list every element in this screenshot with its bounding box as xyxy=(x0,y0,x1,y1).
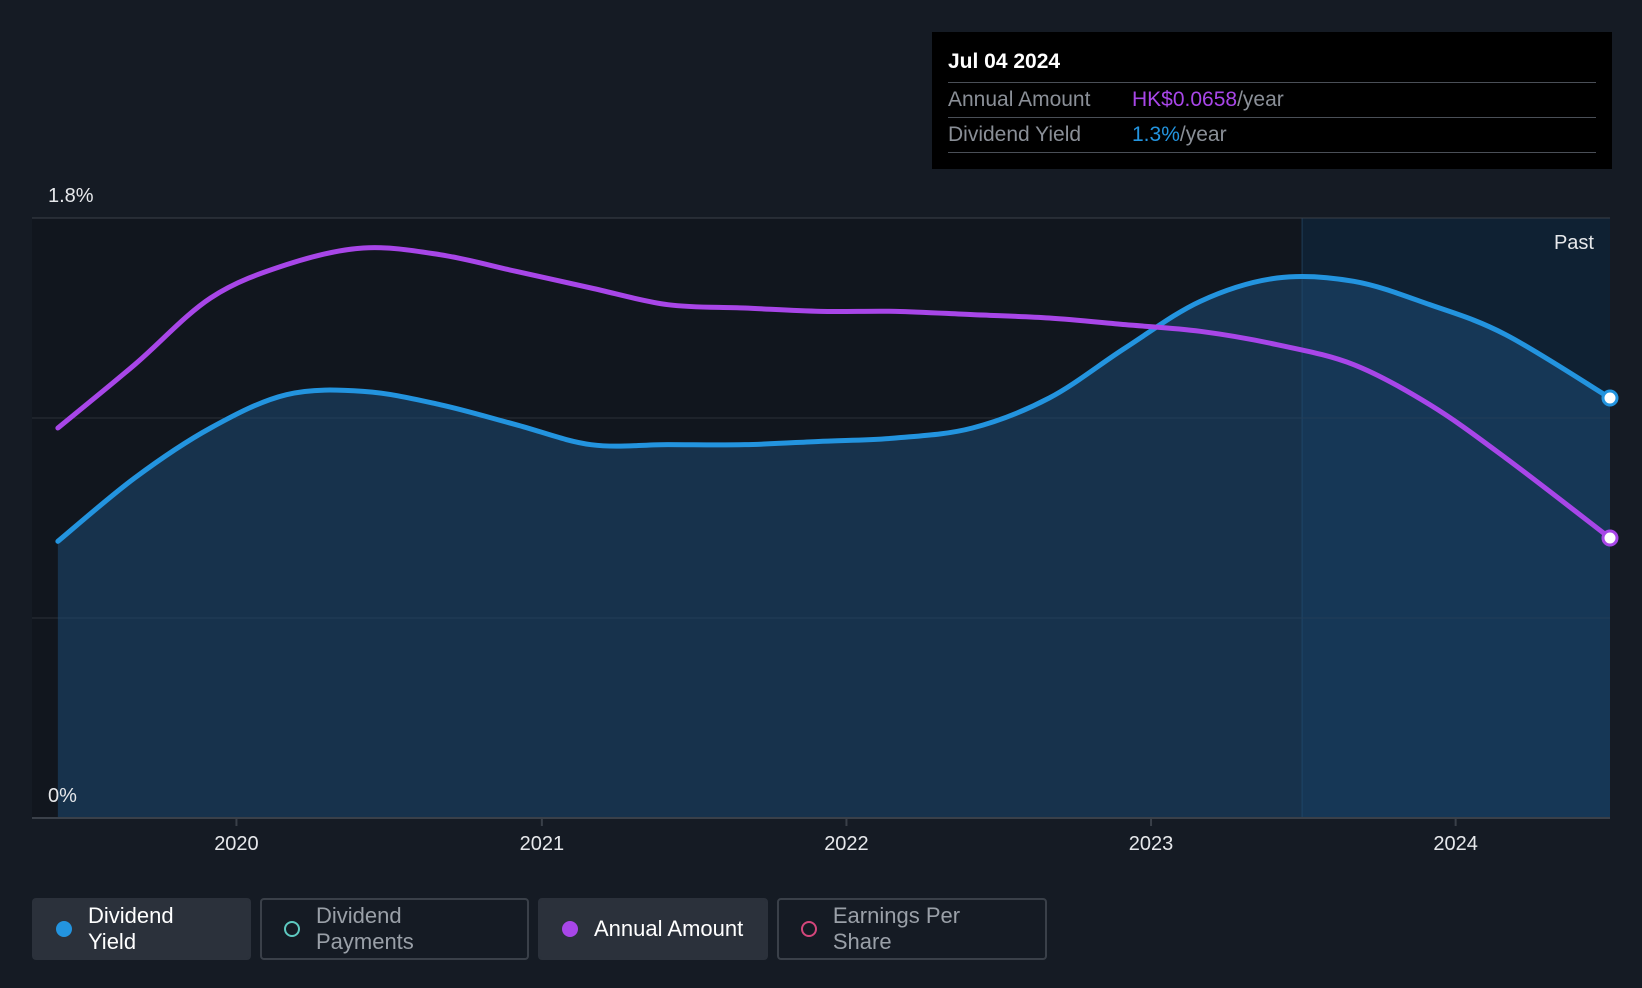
chart-tooltip: Jul 04 2024 Annual Amount HK$0.0658 /yea… xyxy=(932,32,1612,169)
legend-label: Dividend Yield xyxy=(87,903,174,954)
legend-dividend-payments-button[interactable]: Dividend Payments xyxy=(260,898,529,960)
dividend-yield-end-point xyxy=(1601,389,1619,407)
tooltip-value: 1.3% xyxy=(1132,123,1180,146)
legend-label: Earnings Per Share xyxy=(832,903,961,954)
x-tick-label: 2020 xyxy=(214,833,259,855)
tooltip-row-annual-amount: Annual Amount HK$0.0658 /year xyxy=(948,82,1596,117)
dividend-yield-area xyxy=(57,276,1610,819)
x-tick-label: 2022 xyxy=(824,833,869,855)
legend-dividend-yield-button[interactable]: Dividend Yield xyxy=(32,898,251,960)
tooltip-date: Jul 04 2024 xyxy=(948,50,1061,73)
past-label: Past xyxy=(1554,232,1594,254)
tooltip-row-dividend-yield: Dividend Yield 1.3% /year xyxy=(948,117,1596,153)
x-tick-label: 2023 xyxy=(1129,833,1174,855)
x-tick-label: 2021 xyxy=(520,833,565,855)
filled-dot-icon xyxy=(562,921,578,937)
legend-annual-amount-button[interactable]: Annual Amount xyxy=(538,898,768,960)
tooltip-unit: /year xyxy=(1179,123,1227,146)
y-tick-label-zero: 0% xyxy=(48,785,77,807)
annual-amount-end-point xyxy=(1601,529,1619,547)
filled-dot-icon xyxy=(56,921,72,937)
chart-legend: Dividend Yield Dividend Payments Annual … xyxy=(32,898,1056,960)
dividend-yield-line xyxy=(55,273,1613,544)
tooltip-value: HK$0.0658 xyxy=(1132,88,1238,111)
tooltip-unit: /year xyxy=(1237,88,1284,111)
x-tick-label: 2024 xyxy=(1433,833,1478,855)
tooltip-label: Annual Amount xyxy=(948,88,1091,111)
tooltip-label: Dividend Yield xyxy=(948,123,1082,146)
hollow-dot-icon xyxy=(801,921,817,937)
annual-amount-line xyxy=(55,245,1613,541)
y-tick-label-max: 1.8% xyxy=(48,185,94,207)
hollow-dot-icon xyxy=(284,921,300,937)
legend-label: Annual Amount xyxy=(594,916,744,941)
legend-label: Dividend Payments xyxy=(315,903,414,954)
legend-earnings-per-share-button[interactable]: Earnings Per Share xyxy=(777,898,1047,960)
